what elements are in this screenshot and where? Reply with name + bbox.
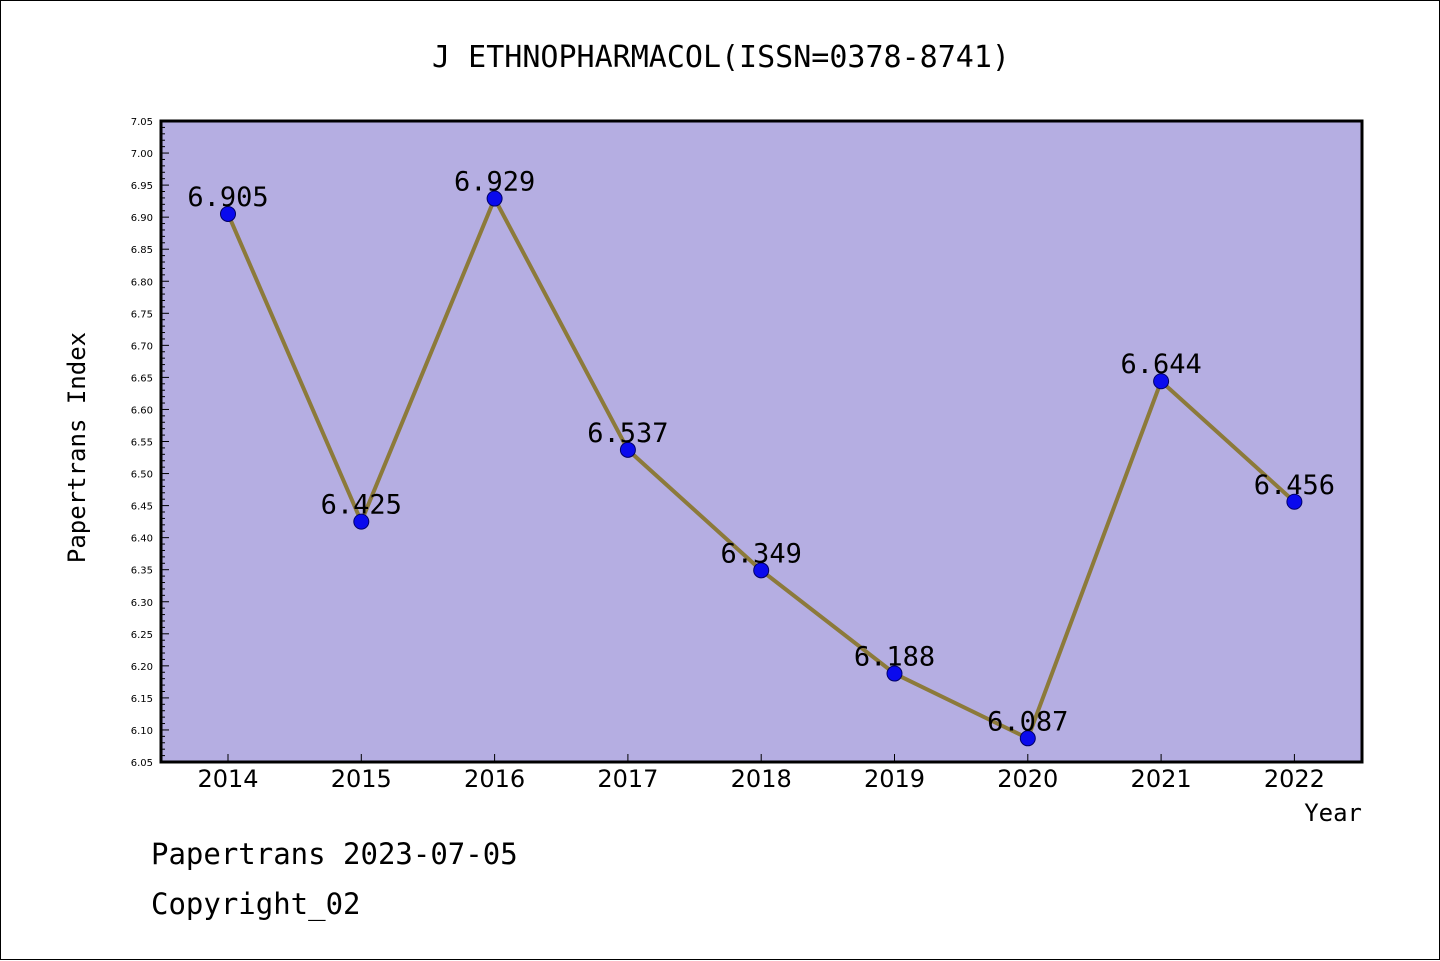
x-tick-label: 2014 xyxy=(197,765,258,793)
y-tick-label: 6.65 xyxy=(131,373,153,384)
data-label: 6.537 xyxy=(587,418,668,449)
y-tick-label: 6.25 xyxy=(131,630,153,641)
y-tick-label: 6.15 xyxy=(131,694,153,705)
footer-date: Papertrans 2023-07-05 xyxy=(151,837,518,871)
y-tick-label: 6.75 xyxy=(131,309,153,320)
y-tick-label: 6.40 xyxy=(131,534,153,545)
footer-copyright: Copyright_02 xyxy=(151,887,361,921)
y-tick-label: 6.50 xyxy=(131,470,153,481)
y-tick-label: 6.10 xyxy=(131,726,153,737)
y-tick-label: 6.90 xyxy=(131,213,153,224)
x-tick-label: 2015 xyxy=(331,765,392,793)
data-point xyxy=(220,205,236,222)
y-tick-label: 6.20 xyxy=(131,662,153,673)
data-label: 6.456 xyxy=(1254,470,1335,501)
x-axis-label: Year xyxy=(1304,799,1362,827)
chart-title: J ETHNOPHARMACOL(ISSN=0378-8741) xyxy=(432,40,1010,75)
data-point xyxy=(1019,730,1036,747)
data-label: 6.905 xyxy=(187,182,268,213)
x-tick-label: 2017 xyxy=(597,765,658,793)
y-axis-label: Papertrans Index xyxy=(63,332,91,563)
data-point xyxy=(486,190,503,207)
y-tick-label: 6.45 xyxy=(131,502,153,513)
x-tick-label: 2021 xyxy=(1131,765,1192,793)
data-label: 6.644 xyxy=(1120,349,1201,380)
data-point xyxy=(1153,373,1170,390)
y-tick-label: 7.00 xyxy=(131,149,153,160)
y-tick-label: 6.70 xyxy=(131,341,153,352)
plot-area xyxy=(161,121,1362,762)
x-tick-label: 2019 xyxy=(864,765,925,793)
data-point xyxy=(353,513,370,530)
x-tick-label: 2016 xyxy=(464,765,525,793)
data-label: 6.929 xyxy=(454,167,535,198)
data-point xyxy=(886,665,903,682)
data-point xyxy=(619,441,636,458)
x-tick-label: 2022 xyxy=(1264,765,1325,793)
y-tick-label: 6.95 xyxy=(131,181,153,192)
data-label: 6.188 xyxy=(854,642,935,673)
y-tick-label: 6.05 xyxy=(131,758,153,769)
data-point xyxy=(1286,493,1303,510)
y-tick-label: 6.30 xyxy=(131,598,153,609)
data-label: 6.087 xyxy=(987,706,1068,737)
x-tick-label: 2020 xyxy=(997,765,1058,793)
data-label: 6.425 xyxy=(321,490,402,521)
y-tick-label: 6.80 xyxy=(131,277,153,288)
data-label: 6.349 xyxy=(721,538,802,569)
y-tick-label: 6.60 xyxy=(131,405,153,416)
y-tick-label: 6.35 xyxy=(131,566,153,577)
data-point xyxy=(753,562,770,579)
x-tick-label: 2018 xyxy=(731,765,792,793)
y-tick-label: 6.55 xyxy=(131,438,153,449)
y-tick-label: 6.85 xyxy=(131,245,153,256)
plot-border xyxy=(159,119,1364,764)
y-tick-label: 7.05 xyxy=(131,117,153,128)
